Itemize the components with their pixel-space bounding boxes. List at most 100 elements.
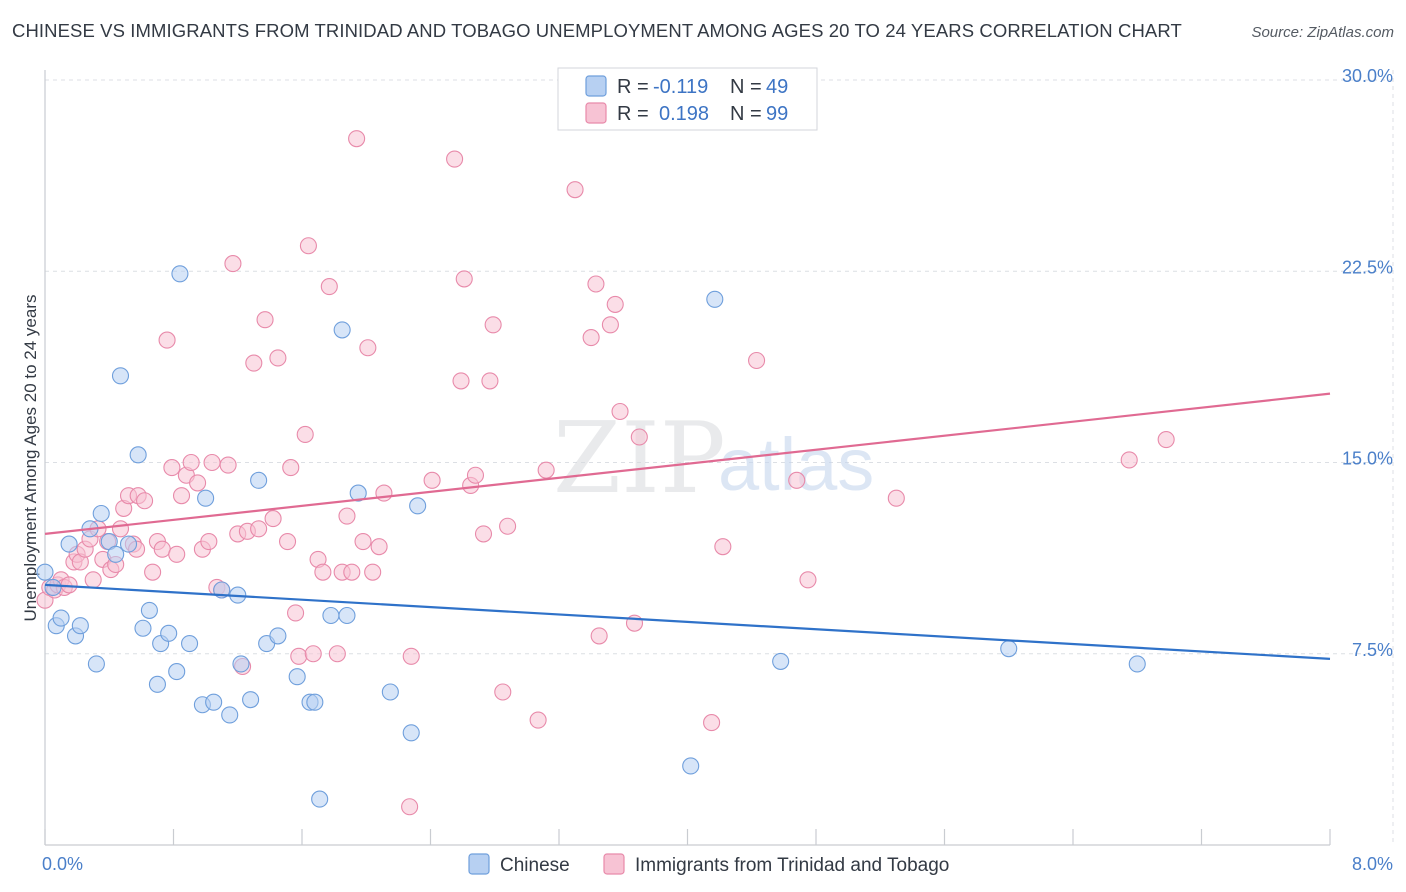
trinidad-point-70 <box>401 798 419 816</box>
trinidad-point-64 <box>348 130 366 148</box>
trinidad-trend-line <box>44 392 1331 535</box>
source-label: Source: ZipAtlas.com <box>1251 24 1394 41</box>
watermark-zip: ZIP <box>553 402 726 516</box>
trinidad-point-12 <box>84 571 102 589</box>
chinese-point-17 <box>148 675 166 693</box>
trend-lines <box>44 392 1331 660</box>
trinidad-point-69 <box>375 484 393 502</box>
chinese-point-40 <box>338 606 356 625</box>
trinidad-point-90 <box>606 295 624 313</box>
chinese-point-3 <box>52 609 70 627</box>
chinese-point-44 <box>409 497 427 515</box>
trinidad-point-54 <box>296 425 314 444</box>
trinidad-point-88 <box>590 627 608 645</box>
chinese-point-11 <box>107 545 125 563</box>
trinidad-point-65 <box>354 532 372 551</box>
trinidad-point-31 <box>172 487 191 505</box>
chinese-point-14 <box>129 446 147 464</box>
legend-n-label-trinidad: N = <box>730 103 762 125</box>
trinidad-point-96 <box>748 351 766 370</box>
trinidad-point-50 <box>278 532 297 551</box>
chinese-point-25 <box>205 693 223 711</box>
legend-n-value-chinese: 49 <box>766 76 788 98</box>
bottom-legend-swatch-trinidad <box>603 853 625 875</box>
chinese-point-13 <box>119 535 138 553</box>
chinese-point-22 <box>181 634 199 653</box>
trinidad-point-68 <box>370 538 388 556</box>
legend-swatch-chinese <box>585 75 607 97</box>
trinidad-point-60 <box>328 645 346 663</box>
trinidad-point-84 <box>537 461 555 479</box>
chinese-point-34 <box>288 668 306 686</box>
legend-swatch-trinidad <box>585 102 607 124</box>
trinidad-point-62 <box>338 507 356 525</box>
chinese-point-41 <box>349 484 367 502</box>
gridlines <box>45 70 1394 845</box>
trinidad-point-91 <box>611 402 629 421</box>
y-tick-label-1: 15.0% <box>1342 449 1393 469</box>
trinidad-point-79 <box>481 372 499 390</box>
chinese-point-27 <box>221 706 239 724</box>
trinidad-point-46 <box>250 520 268 538</box>
trinidad-point-101 <box>1157 430 1175 449</box>
trinidad-point-86 <box>582 328 600 347</box>
legend-r-value-chinese: -0.119 <box>653 76 708 98</box>
watermark-atlas: atlas <box>718 423 874 506</box>
chinese-point-12 <box>111 367 130 385</box>
chinese-point-30 <box>242 691 260 709</box>
y-tick-label-2: 22.5% <box>1342 257 1393 277</box>
trinidad-point-80 <box>484 316 502 334</box>
chinese-point-0 <box>36 563 54 581</box>
chinese-point-9 <box>92 504 110 523</box>
trinidad-point-63 <box>343 563 361 581</box>
chinese-point-6 <box>71 617 89 635</box>
chinese-point-8 <box>87 655 105 673</box>
trinidad-point-78 <box>474 525 493 543</box>
chinese-point-45 <box>682 757 700 775</box>
trinidad-point-81 <box>494 683 512 701</box>
x-tick-label-max: 8.0% <box>1352 854 1393 874</box>
trinidad-point-33 <box>182 453 200 472</box>
chinese-point-21 <box>171 265 189 283</box>
trinidad-point-72 <box>423 471 441 489</box>
chinese-point-4 <box>60 535 78 553</box>
top-legend: R = -0.119 N = 49 R = 0.198 N = 99 <box>557 67 818 131</box>
trinidad-point-40 <box>219 456 237 474</box>
x-tick-label-min: 0.0% <box>42 854 83 874</box>
trinidad-point-34 <box>189 474 207 492</box>
trinidad-point-75 <box>455 270 473 288</box>
trinidad-point-98 <box>799 571 817 589</box>
legend-n-value-trinidad: 99 <box>766 103 788 125</box>
trinidad-point-100 <box>1120 451 1138 469</box>
chinese-point-49 <box>1128 655 1146 673</box>
trinidad-point-59 <box>320 277 338 296</box>
trinidad-point-99 <box>887 489 905 507</box>
trinidad-point-73 <box>446 150 464 168</box>
chinese-point-39 <box>333 321 351 339</box>
bottom-legend: Chinese Immigrants from Trinidad and Tob… <box>468 853 949 876</box>
chinese-point-48 <box>1000 640 1018 658</box>
bottom-legend-label-trinidad: Immigrants from Trinidad and Tobago <box>635 855 949 876</box>
chinese-point-20 <box>168 663 186 681</box>
trinidad-point-66 <box>359 339 377 357</box>
trinidad-point-58 <box>314 563 332 581</box>
trinidad-point-53 <box>290 647 308 665</box>
chinese-point-42 <box>381 683 399 701</box>
trinidad-point-51 <box>282 459 300 477</box>
chinese-point-1 <box>44 578 62 597</box>
chinese-point-15 <box>134 619 152 637</box>
trinidad-point-56 <box>304 645 322 663</box>
trinidad-point-83 <box>529 711 547 729</box>
legend-r-label-trinidad: R = <box>617 103 649 125</box>
trinidad-point-49 <box>269 349 287 367</box>
trinidad-point-37 <box>203 453 221 472</box>
bottom-legend-label-chinese: Chinese <box>500 855 570 876</box>
trinidad-point-71 <box>402 647 420 665</box>
chart-title: CHINESE VS IMMIGRANTS FROM TRINIDAD AND … <box>12 20 1182 41</box>
trinidad-point-28 <box>158 331 176 349</box>
trinidad-point-95 <box>714 538 732 556</box>
chinese-point-19 <box>160 624 178 642</box>
trinidad-point-94 <box>703 714 721 732</box>
trinidad-point-74 <box>452 372 470 390</box>
chinese-point-16 <box>140 601 158 619</box>
